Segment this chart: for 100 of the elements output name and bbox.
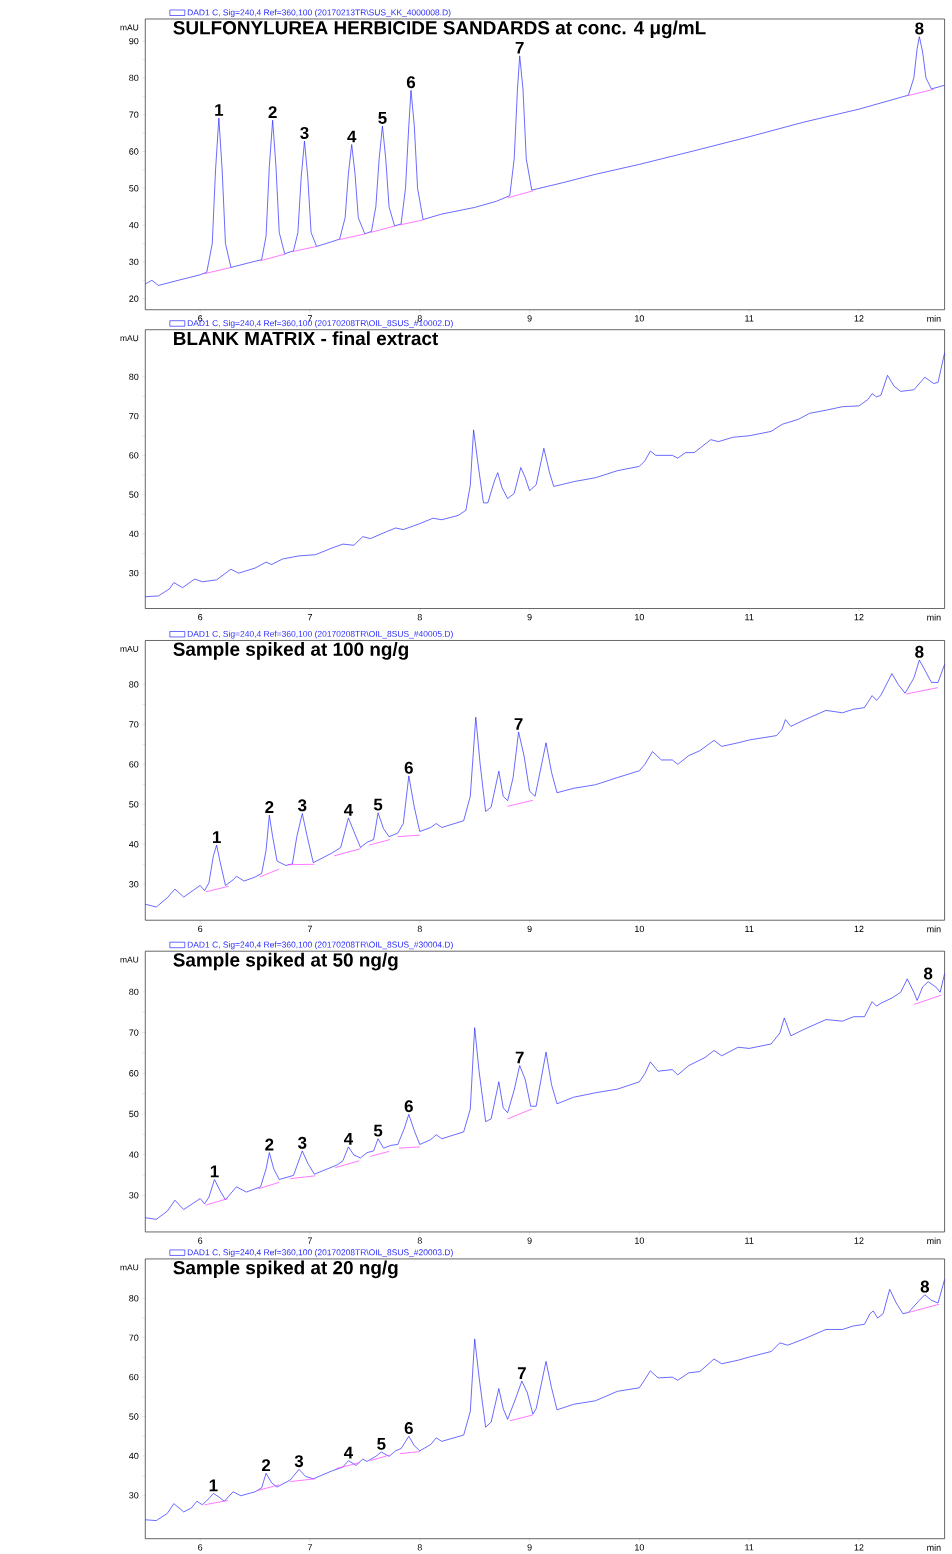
annotation: 3 <box>298 1136 307 1149</box>
legend-label: DAD1 C, Sig=240,4 Ref=360,100 (20170213TR\SUS_KK_4000008.D) <box>188 9 451 18</box>
legend-label: DAD1 C, Sig=240,4 Ref=360,100 (20170208TR\OIL_8SUS_#40005.D) <box>188 630 453 639</box>
x-tick-label: 9 <box>527 1237 532 1244</box>
annotation: 4 <box>344 1446 354 1459</box>
chart-title: BLANK MATRIX - final extract <box>174 331 439 346</box>
x-tick-label: 12 <box>854 315 864 322</box>
x-tick-label: 9 <box>527 1544 532 1551</box>
x-tick-label: 10 <box>635 1544 645 1551</box>
chart-title: SULFONYLUREA HERBICIDE SANDARDS at conc. 4 μg/mL <box>173 20 706 39</box>
x-tick-label: 12 <box>854 614 864 621</box>
y-tick-label: 60 <box>129 452 139 459</box>
y-tick-label: 60 <box>129 761 139 768</box>
y-tick-label: 30 <box>129 569 139 577</box>
x-tick-label: 10 <box>635 1237 645 1244</box>
y-tick-label: 90 <box>129 37 139 45</box>
x-tick-label: 7 <box>308 925 313 932</box>
x-tick-label: 7 <box>308 1544 313 1551</box>
annotation: 7 <box>515 41 524 54</box>
chart-title: Sample spiked at 100 ng/g <box>173 642 409 660</box>
x-axis-title: min <box>927 1237 941 1244</box>
x-tick-label: 7 <box>308 315 313 322</box>
x-tick-label: 9 <box>527 925 532 933</box>
y-tick-label: 80 <box>129 373 139 381</box>
annotation: 8 <box>915 645 924 658</box>
annotation: 7 <box>518 1367 527 1379</box>
x-tick-label: 6 <box>198 614 203 621</box>
y-tick-label: 40 <box>129 221 139 229</box>
legend-label: DAD1 C, Sig=240,4 Ref=360,100 (20170208TR\OIL_8SUS_#10002.D) <box>188 319 453 328</box>
y-tick-label: 70 <box>129 1029 139 1036</box>
chart-title: Sample spiked at 20 ng/g <box>173 1260 398 1279</box>
annotation: 6 <box>404 761 414 774</box>
annotation: 8 <box>915 22 924 35</box>
annotation: 2 <box>265 801 274 813</box>
annotation: 1 <box>209 1479 218 1492</box>
y-tick-label: 70 <box>129 721 139 728</box>
annotation: 7 <box>514 718 523 730</box>
annotation: 4 <box>347 130 357 143</box>
x-tick-label: 11 <box>745 1237 754 1244</box>
y-tick-label: 30 <box>129 1492 139 1499</box>
x-axis-title: min <box>927 614 941 621</box>
y-axis-title: mAU <box>120 335 139 342</box>
line-series <box>145 1279 946 1521</box>
legend-label: DAD1 C, Sig=240,4 Ref=360,100 (20170208TR\OIL_8SUS_#20003.D) <box>188 1249 453 1257</box>
y-tick-label: 40 <box>129 1151 139 1158</box>
annotation: 2 <box>262 1459 271 1472</box>
y-tick-label: 80 <box>129 681 139 688</box>
annotation: 8 <box>924 967 933 980</box>
x-tick-label: 7 <box>308 614 313 621</box>
annotation: 1 <box>215 104 224 116</box>
annotation: 5 <box>378 112 387 124</box>
annotation: 3 <box>298 799 307 812</box>
y-tick-label: 30 <box>129 258 139 266</box>
y-tick-label: 50 <box>129 801 139 808</box>
x-tick-label: 6 <box>198 925 203 933</box>
x-tick-label: 11 <box>745 925 754 932</box>
legend-label: DAD1 C, Sig=240,4 Ref=360,100 (20170208TR\OIL_8SUS_#30004.D) <box>188 941 453 950</box>
annotation: 2 <box>265 1138 274 1151</box>
line-series <box>145 659 946 908</box>
x-tick-label: 8 <box>417 925 423 933</box>
chart-title: Sample spiked at 50 ng/g <box>173 952 398 971</box>
x-tick-label: 12 <box>854 925 864 932</box>
annotation: 3 <box>300 126 309 139</box>
x-tick-label: 12 <box>854 1237 864 1244</box>
y-tick-label: 60 <box>129 148 139 155</box>
y-tick-label: 50 <box>129 1110 139 1118</box>
x-tick-label: 7 <box>308 1237 313 1244</box>
y-axis-title: mAU <box>120 956 139 963</box>
annotation: 6 <box>407 76 416 89</box>
y-tick-label: 70 <box>129 412 139 420</box>
annotation: 3 <box>294 1455 304 1468</box>
y-tick-label: 40 <box>129 841 139 848</box>
annotation: 5 <box>374 1124 383 1137</box>
annotation: 8 <box>920 1280 930 1293</box>
x-tick-label: 11 <box>745 614 754 621</box>
y-tick-label: 60 <box>129 1373 139 1381</box>
annotation: 1 <box>211 1165 219 1178</box>
line-series <box>145 352 946 598</box>
annotation: 6 <box>404 1100 414 1113</box>
x-axis-title: min <box>927 1544 941 1551</box>
annotation: 5 <box>374 798 383 811</box>
x-tick-label: 11 <box>745 315 754 322</box>
x-tick-label: 9 <box>527 315 532 322</box>
y-tick-label: 80 <box>129 74 139 82</box>
x-tick-label: 10 <box>635 925 645 933</box>
y-tick-label: 80 <box>129 1295 139 1302</box>
x-axis-title: min <box>927 925 941 933</box>
x-tick-label: 8 <box>417 315 423 322</box>
y-tick-label: 30 <box>129 881 139 888</box>
y-tick-label: 70 <box>129 111 139 118</box>
y-tick-label: 80 <box>129 988 139 996</box>
annotation: 7 <box>515 1051 524 1064</box>
x-tick-label: 8 <box>417 614 423 621</box>
y-axis-title: mAU <box>120 645 139 652</box>
x-tick-label: 10 <box>635 614 645 621</box>
x-tick-label: 6 <box>198 315 203 322</box>
x-tick-label: 6 <box>198 1237 203 1244</box>
annotation: 4 <box>344 1133 354 1145</box>
y-tick-label: 50 <box>129 1413 139 1420</box>
x-tick-label: 8 <box>417 1544 423 1551</box>
